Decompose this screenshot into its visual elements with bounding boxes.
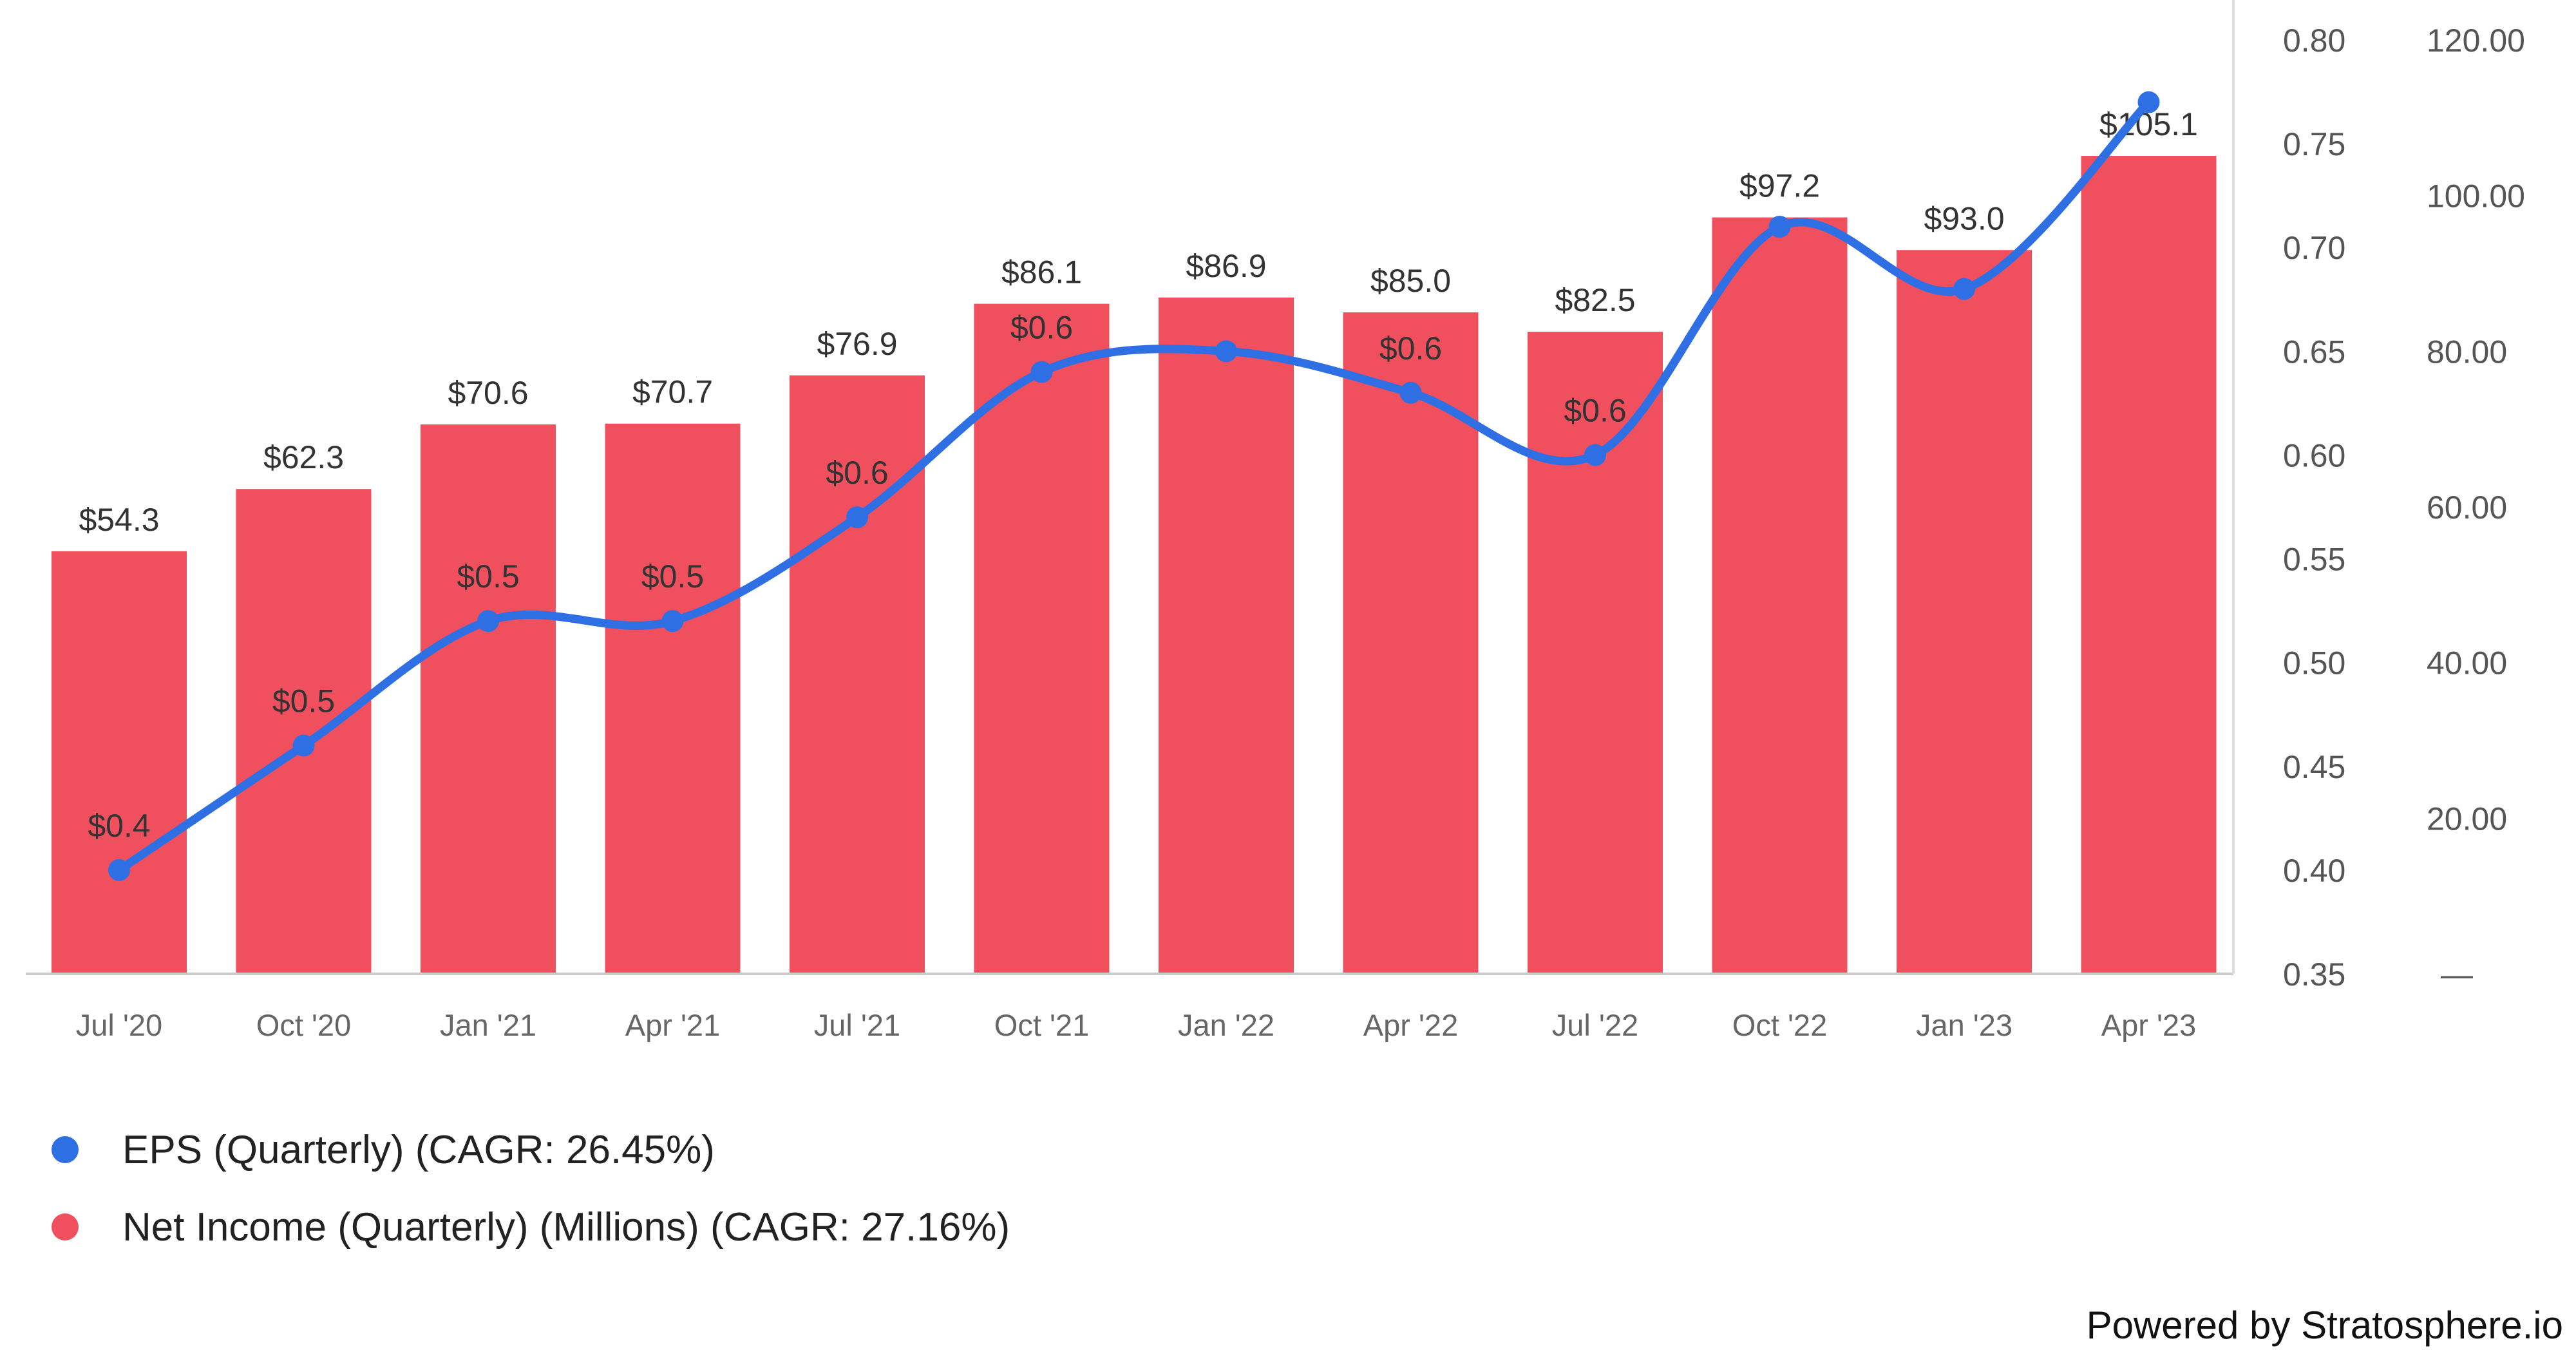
eps-axis-tick-4: 0.65 <box>2283 334 2345 370</box>
eps-point-7[interactable] <box>1215 340 1237 363</box>
bar-label-6: $86.1 <box>1001 254 1082 290</box>
net-income-bar-labels: $54.3 $62.3 $70.6 $70.7 $76.9 $86.1 $86.9 $85.0… <box>79 106 2198 538</box>
bar-4[interactable] <box>605 423 741 974</box>
x-tick-label-10: Oct '22 <box>1732 1008 1827 1042</box>
legend-item-eps[interactable]: EPS (Quarterly) (CAGR: 26.45%) <box>52 1111 1010 1188</box>
bar-label-2: $62.3 <box>263 439 344 475</box>
bar-label-5: $76.9 <box>817 326 897 362</box>
eps-line <box>115 98 2153 875</box>
net-income-axis-tick-1: 120.00 <box>2427 23 2525 59</box>
x-tick-label-7: Jan '22 <box>1178 1008 1274 1042</box>
eps-axis-tick-1: 0.80 <box>2283 23 2345 59</box>
eps-point-1[interactable] <box>108 859 130 881</box>
x-tick-label-2: Oct '20 <box>256 1008 351 1042</box>
eps-point-9[interactable] <box>1584 444 1606 466</box>
x-tick-label-3: Jan '21 <box>440 1008 536 1042</box>
bar-label-7: $86.9 <box>1186 248 1266 284</box>
x-tick-label-11: Jan '23 <box>1916 1008 2012 1042</box>
eps-axis-tick-6: 0.55 <box>2283 542 2345 578</box>
bar-11[interactable] <box>1897 250 2032 974</box>
eps-label-5: $0.6 <box>826 455 888 491</box>
net-income-axis-tick-5: 40.00 <box>2427 645 2507 681</box>
bar-label-4: $70.7 <box>632 374 713 410</box>
eps-axis-tick-2: 0.75 <box>2283 126 2345 162</box>
legend-eps-dot <box>52 1136 79 1163</box>
eps-point-10[interactable] <box>1768 216 1791 238</box>
bar-7[interactable] <box>1159 297 1294 974</box>
bar-2[interactable] <box>236 489 372 974</box>
x-tick-label-4: Apr '21 <box>625 1008 720 1042</box>
net-income-axis-tick-2: 100.00 <box>2427 178 2525 214</box>
bar-label-3: $70.6 <box>448 375 528 411</box>
net-income-axis-ticks: 120.00 100.00 80.00 60.00 40.00 20.00 — <box>2427 23 2525 993</box>
bar-12[interactable] <box>2081 156 2217 974</box>
eps-axis-tick-9: 0.40 <box>2283 853 2345 889</box>
eps-label-3: $0.5 <box>457 558 519 594</box>
x-tick-label-12: Apr '23 <box>2101 1008 2196 1042</box>
x-tick-label-9: Jul '22 <box>1552 1008 1638 1042</box>
bar-label-10: $97.2 <box>1739 168 1820 204</box>
eps-point-12[interactable] <box>2137 91 2160 113</box>
eps-label-8: $0.6 <box>1379 330 1442 366</box>
x-axis-ticks: Jul '20 Oct '20 Jan '21 Apr '21 Jul '21 Oct '… <box>76 1008 2196 1042</box>
net-income-axis-tick-7: — <box>2441 956 2473 993</box>
net-income-axis-tick-4: 60.00 <box>2427 489 2507 526</box>
eps-point-11[interactable] <box>1953 278 1975 300</box>
eps-axis-tick-10: 0.35 <box>2283 956 2345 993</box>
legend-eps-label: EPS (Quarterly) (CAGR: 26.45%) <box>122 1127 715 1172</box>
net-income-axis-tick-3: 80.00 <box>2427 334 2507 370</box>
bar-9[interactable] <box>1528 332 1663 974</box>
eps-axis-ticks: 0.80 0.75 0.70 0.65 0.60 0.55 0.50 0.45 0.40 0.35 <box>2283 23 2345 993</box>
eps-point-2[interactable] <box>292 734 315 757</box>
eps-point-labels: $0.4 $0.5 $0.5 $0.5 $0.6 $0.6 $0.6 $0.6 <box>88 310 1626 844</box>
eps-label-9: $0.6 <box>1564 392 1626 428</box>
x-tick-label-1: Jul '20 <box>76 1008 162 1042</box>
eps-point-4[interactable] <box>661 610 684 632</box>
legend-net-income-dot <box>52 1213 79 1240</box>
bar-label-9: $82.5 <box>1555 282 1635 318</box>
bar-8[interactable] <box>1343 312 1479 974</box>
eps-label-4: $0.5 <box>641 558 704 594</box>
powered-by-credit: Powered by Stratosphere.io <box>2086 1304 2563 1347</box>
eps-net-income-chart: $54.3 $62.3 $70.6 $70.7 $76.9 $86.1 $86.9 $85.0… <box>26 0 2525 1042</box>
net-income-bars <box>52 156 2217 974</box>
legend-item-net-income[interactable]: Net Income (Quarterly) (Millions) (CAGR:… <box>52 1188 1010 1266</box>
eps-label-6: $0.6 <box>1010 310 1073 346</box>
legend: EPS (Quarterly) (CAGR: 26.45%) Net Incom… <box>52 1111 1010 1266</box>
bar-label-8: $85.0 <box>1370 263 1451 299</box>
x-tick-label-5: Jul '21 <box>814 1008 900 1042</box>
eps-axis-tick-8: 0.45 <box>2283 749 2345 785</box>
bar-6[interactable] <box>974 303 1110 974</box>
x-tick-label-6: Oct '21 <box>994 1008 1089 1042</box>
eps-point-8[interactable] <box>1399 381 1422 404</box>
net-income-axis-tick-6: 20.00 <box>2427 801 2507 837</box>
eps-label-2: $0.5 <box>272 683 335 719</box>
eps-axis-tick-5: 0.60 <box>2283 437 2345 473</box>
legend-net-income-label: Net Income (Quarterly) (Millions) (CAGR:… <box>122 1204 1010 1250</box>
bar-label-11: $93.0 <box>1924 200 2004 236</box>
eps-axis-tick-3: 0.70 <box>2283 230 2345 266</box>
eps-point-6[interactable] <box>1030 361 1053 383</box>
eps-axis-tick-7: 0.50 <box>2283 645 2345 681</box>
eps-point-3[interactable] <box>477 610 499 632</box>
eps-label-1: $0.4 <box>88 808 150 844</box>
bar-5[interactable] <box>790 375 925 974</box>
bar-label-1: $54.3 <box>79 502 159 538</box>
bar-1[interactable] <box>52 551 187 974</box>
x-tick-label-8: Apr '22 <box>1363 1008 1458 1042</box>
bar-3[interactable] <box>421 424 556 974</box>
bar-10[interactable] <box>1712 217 1848 974</box>
eps-point-5[interactable] <box>846 506 868 529</box>
eps-points <box>108 91 2160 881</box>
